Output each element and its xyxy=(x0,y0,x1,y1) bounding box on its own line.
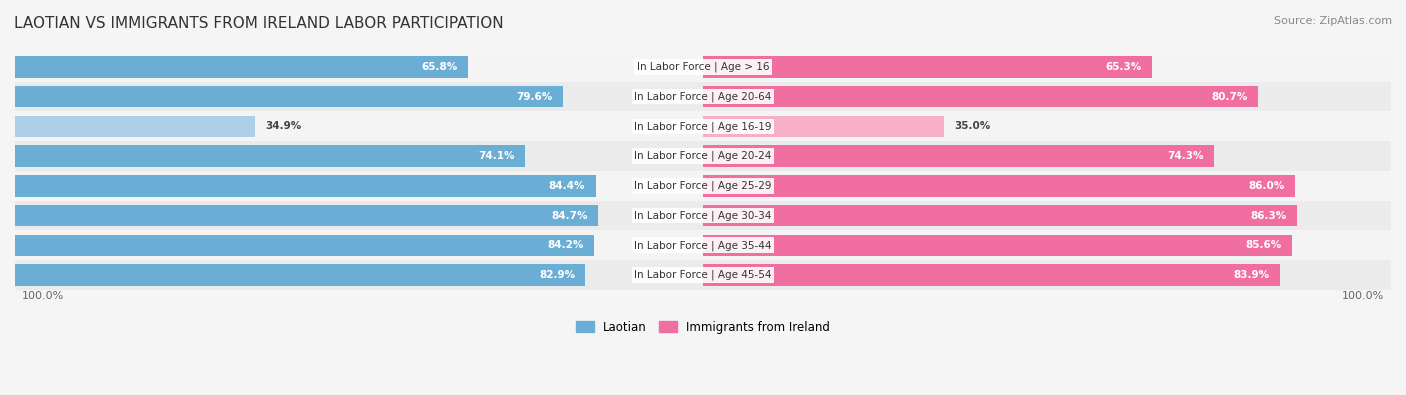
Bar xyxy=(15,264,585,286)
Bar xyxy=(703,235,1292,256)
Text: 65.3%: 65.3% xyxy=(1105,62,1142,72)
Text: 100.0%: 100.0% xyxy=(22,292,65,301)
Bar xyxy=(15,52,1391,82)
Bar xyxy=(703,116,943,137)
Bar xyxy=(703,205,1296,226)
Text: 84.2%: 84.2% xyxy=(547,240,583,250)
Text: 83.9%: 83.9% xyxy=(1234,270,1270,280)
Text: 79.6%: 79.6% xyxy=(516,92,553,102)
Text: 82.9%: 82.9% xyxy=(538,270,575,280)
Bar xyxy=(703,56,1153,77)
Text: 85.6%: 85.6% xyxy=(1246,240,1282,250)
Text: In Labor Force | Age 20-24: In Labor Force | Age 20-24 xyxy=(634,151,772,161)
Bar xyxy=(15,205,598,226)
Bar xyxy=(15,141,1391,171)
Bar xyxy=(703,175,1295,196)
Text: In Labor Force | Age 45-54: In Labor Force | Age 45-54 xyxy=(634,270,772,280)
Text: LAOTIAN VS IMMIGRANTS FROM IRELAND LABOR PARTICIPATION: LAOTIAN VS IMMIGRANTS FROM IRELAND LABOR… xyxy=(14,16,503,31)
Text: 84.7%: 84.7% xyxy=(551,211,588,220)
Bar xyxy=(15,82,1391,111)
Text: 35.0%: 35.0% xyxy=(955,121,990,132)
Text: 84.4%: 84.4% xyxy=(548,181,585,191)
Text: 80.7%: 80.7% xyxy=(1212,92,1249,102)
Bar xyxy=(15,201,1391,230)
Bar xyxy=(15,56,468,77)
Text: 74.1%: 74.1% xyxy=(478,151,515,161)
Bar xyxy=(703,264,1281,286)
Text: 34.9%: 34.9% xyxy=(266,121,302,132)
Text: 86.3%: 86.3% xyxy=(1250,211,1286,220)
Text: In Labor Force | Age 35-44: In Labor Force | Age 35-44 xyxy=(634,240,772,250)
Bar xyxy=(15,145,524,167)
Bar xyxy=(15,260,1391,290)
Text: In Labor Force | Age 25-29: In Labor Force | Age 25-29 xyxy=(634,181,772,191)
Bar xyxy=(703,86,1258,107)
Text: 65.8%: 65.8% xyxy=(422,62,457,72)
Legend: Laotian, Immigrants from Ireland: Laotian, Immigrants from Ireland xyxy=(571,316,835,339)
Bar xyxy=(15,171,1391,201)
Text: 74.3%: 74.3% xyxy=(1167,151,1204,161)
Bar xyxy=(15,86,562,107)
Bar xyxy=(15,116,254,137)
Bar xyxy=(703,145,1215,167)
Bar xyxy=(15,175,596,196)
Text: In Labor Force | Age 20-64: In Labor Force | Age 20-64 xyxy=(634,91,772,102)
Text: In Labor Force | Age > 16: In Labor Force | Age > 16 xyxy=(637,62,769,72)
Text: 86.0%: 86.0% xyxy=(1249,181,1284,191)
Text: In Labor Force | Age 16-19: In Labor Force | Age 16-19 xyxy=(634,121,772,132)
Text: Source: ZipAtlas.com: Source: ZipAtlas.com xyxy=(1274,16,1392,26)
Text: In Labor Force | Age 30-34: In Labor Force | Age 30-34 xyxy=(634,210,772,221)
Bar xyxy=(15,111,1391,141)
Bar xyxy=(15,235,595,256)
Text: 100.0%: 100.0% xyxy=(1341,292,1384,301)
Bar xyxy=(15,230,1391,260)
